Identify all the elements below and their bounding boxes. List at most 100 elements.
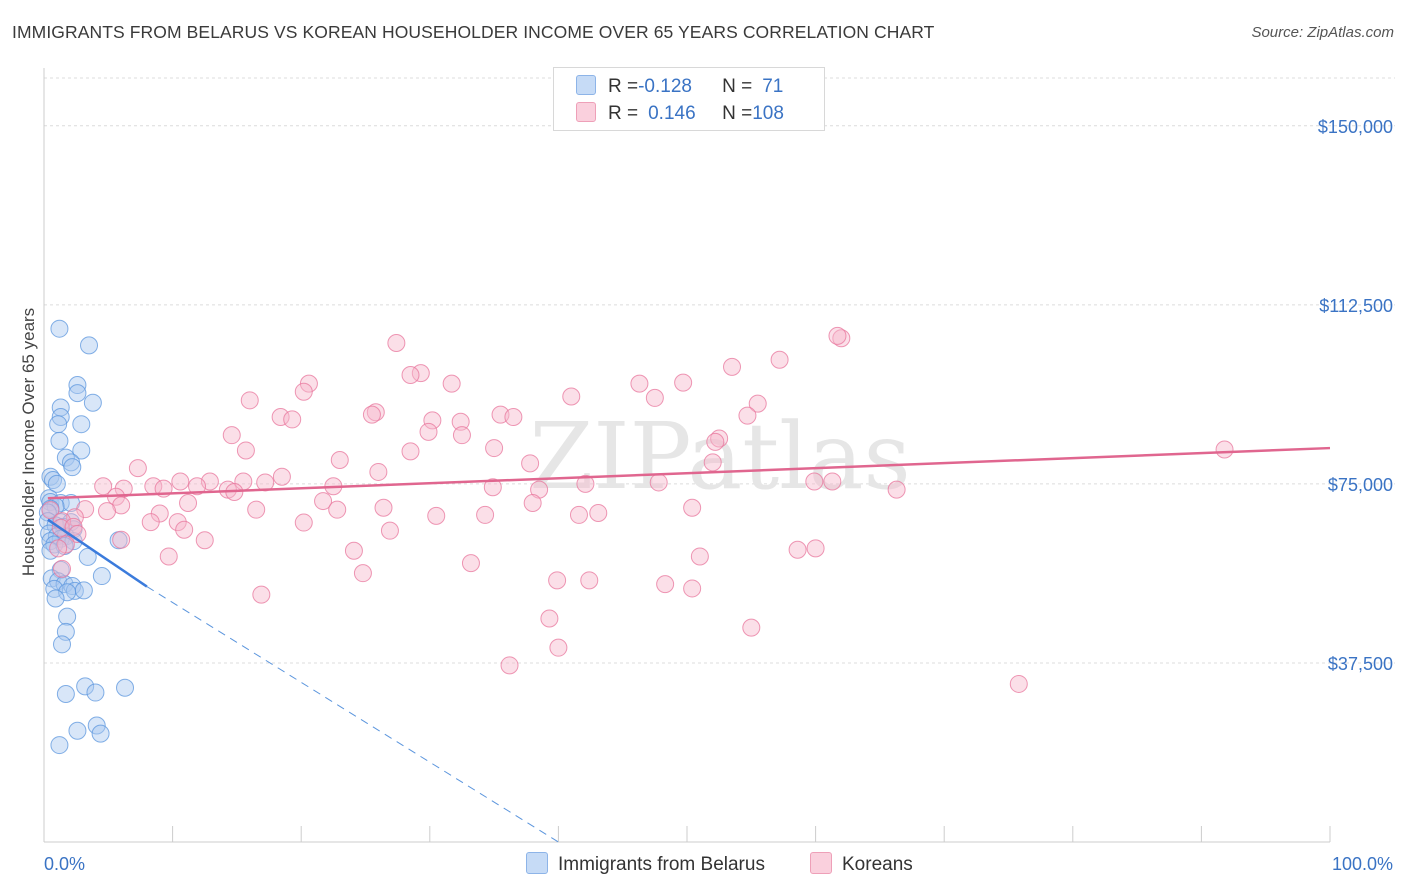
legend-r-label: R = (608, 103, 639, 124)
point-korean (1009, 674, 1028, 693)
point-belarus (91, 724, 110, 743)
point-korean (387, 334, 406, 353)
point-korean (98, 502, 117, 521)
point-korean (112, 530, 131, 549)
point-korean (806, 539, 825, 558)
point-korean (770, 350, 789, 369)
point-korean (419, 422, 438, 441)
point-korean (738, 406, 757, 425)
point-korean (294, 382, 313, 401)
y-tick-label: $75,000 (1328, 475, 1393, 495)
legend-n-label: N = (722, 76, 753, 97)
point-korean (674, 373, 693, 392)
bottom-legend-belarus: Immigrants from Belarus (526, 852, 765, 876)
point-korean (252, 585, 271, 604)
point-korean (703, 453, 722, 472)
grid-lines (44, 77, 1395, 664)
point-korean (461, 554, 480, 573)
point-korean (805, 472, 824, 491)
point-korean (49, 539, 68, 558)
point-korean (168, 513, 187, 532)
point-belarus (92, 567, 111, 586)
bottom-legend-swatch-koreans (810, 852, 832, 874)
point-korean (353, 564, 372, 583)
point-korean (630, 374, 649, 393)
legend-row-koreans: R = 0.146 N = 108 (576, 102, 784, 126)
point-korean (645, 388, 664, 407)
y-tick-label: $112,500 (1319, 296, 1393, 316)
point-belarus (72, 415, 91, 434)
point-korean (540, 609, 559, 628)
stats-legend: R = -0.128 N = 71 R = 0.146 N = 108 (553, 67, 825, 131)
point-korean (94, 477, 113, 496)
point-korean (188, 477, 207, 496)
legend-r-value: -0.128 (638, 76, 692, 97)
point-belarus (63, 458, 82, 477)
point-korean (175, 520, 194, 539)
trend-line-koreans (47, 446, 1331, 500)
point-belarus (47, 474, 66, 493)
point-korean (887, 480, 906, 499)
point-korean (330, 451, 349, 469)
x-tick-label: 0.0% (44, 854, 85, 874)
point-korean (236, 441, 255, 460)
point-korean (328, 500, 347, 519)
point-korean (788, 540, 807, 559)
point-korean (723, 357, 742, 376)
point-korean (272, 467, 291, 486)
point-korean (41, 501, 60, 520)
y-tick-label: $150,000 (1318, 117, 1393, 137)
point-korean (521, 454, 540, 473)
point-korean (562, 387, 581, 406)
point-korean (706, 432, 725, 451)
point-korean (683, 498, 702, 517)
point-korean (247, 500, 266, 519)
bottom-legend-koreans: Koreans (810, 852, 913, 876)
point-belarus (86, 683, 105, 702)
point-korean (374, 498, 393, 517)
y-tick-labels: $37,500 $75,000 $112,500 $150,000 (1318, 117, 1393, 674)
point-korean (500, 656, 519, 675)
point-korean (549, 638, 568, 657)
point-korean (171, 472, 190, 491)
point-belarus (78, 547, 97, 566)
legend-r-label: R = (608, 76, 639, 97)
bottom-legend-swatch-belarus (526, 852, 548, 874)
point-korean (451, 412, 470, 431)
point-korean (476, 505, 495, 524)
point-korean (179, 493, 198, 512)
legend-swatch-koreans (576, 102, 596, 122)
trend-lines (47, 446, 1331, 843)
point-belarus (72, 441, 91, 460)
point-korean (1215, 440, 1234, 459)
legend-row-belarus: R = -0.128 N = 71 (576, 75, 783, 99)
point-belarus (74, 581, 93, 600)
point-korean (452, 426, 471, 445)
point-korean (195, 531, 214, 550)
point-korean (485, 439, 504, 458)
point-korean (823, 472, 842, 491)
point-korean (283, 410, 302, 429)
legend-swatch-belarus (576, 75, 596, 95)
legend-n-value: 71 (762, 76, 784, 97)
point-korean (380, 521, 399, 540)
point-belarus (116, 678, 135, 697)
point-korean (271, 408, 290, 427)
point-korean (53, 559, 72, 578)
point-korean (742, 618, 761, 637)
point-korean (748, 394, 767, 413)
point-belarus (41, 467, 60, 486)
axes (43, 68, 1331, 843)
point-korean (504, 408, 523, 427)
source-credit: Source: ZipAtlas.com (1251, 24, 1394, 41)
point-belarus (83, 393, 102, 412)
point-belarus (68, 384, 87, 403)
point-belarus (50, 431, 69, 450)
point-korean (362, 405, 381, 424)
point-korean (159, 547, 178, 566)
point-korean (222, 426, 241, 445)
point-belarus (53, 635, 72, 654)
point-belarus (50, 319, 69, 338)
legend-r-value: 0.146 (648, 103, 696, 124)
point-belarus (65, 581, 84, 600)
